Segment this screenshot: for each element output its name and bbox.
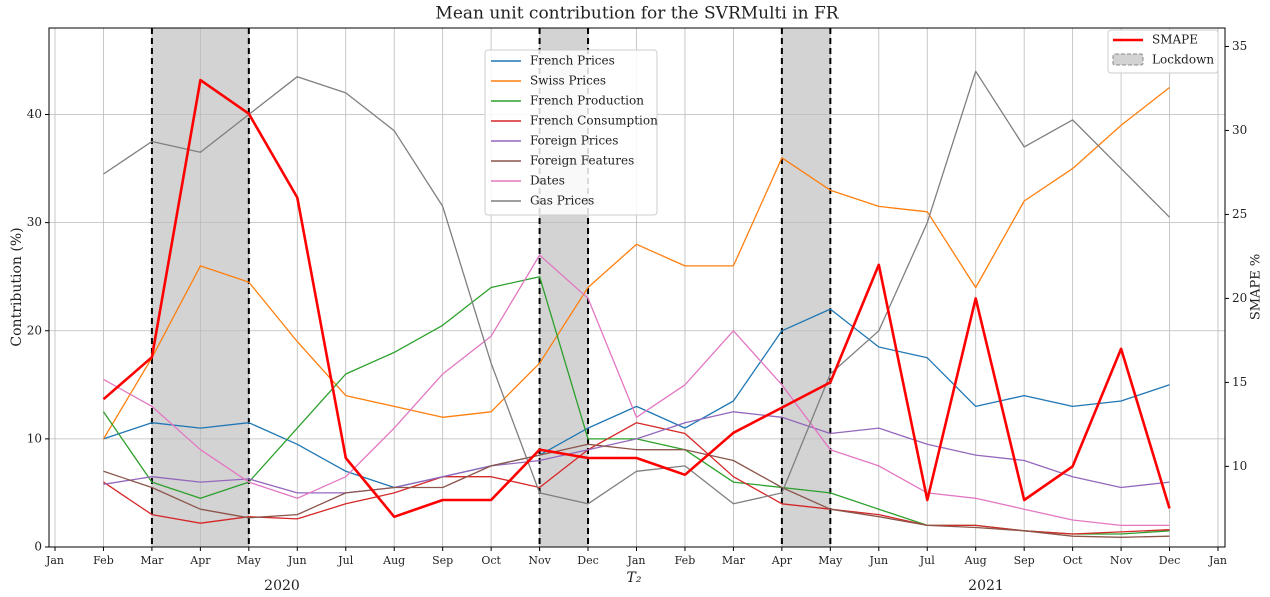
legend-label: SMAPE	[1152, 33, 1198, 47]
legend-label: Gas Prices	[530, 194, 594, 208]
legend-label: Swiss Prices	[530, 74, 606, 88]
legend-label: French Consumption	[530, 114, 658, 128]
x-tick-label: Jun	[868, 554, 888, 567]
y-tick-label: 40	[27, 107, 42, 121]
series-line	[102, 86, 1170, 440]
series-line	[103, 443, 1170, 538]
legend-label: Foreign Prices	[530, 134, 618, 148]
x-tick-label: Feb	[675, 554, 696, 567]
x-tick-label: Mar	[722, 554, 746, 567]
x-tick-label: Jan	[1208, 554, 1227, 567]
y2-axis-label: SMAPE %	[1249, 254, 1264, 320]
series-line	[103, 70, 1170, 505]
y2-tick-label: 15	[1232, 375, 1247, 389]
x-tick-label: Sep	[1014, 554, 1035, 567]
legend-label: Lockdown	[1152, 53, 1214, 67]
series-line	[103, 254, 1170, 527]
legend-label: French Production	[530, 94, 644, 108]
x-tick-label: Mar	[140, 554, 164, 567]
series-line	[103, 422, 1170, 535]
y-tick-label: 30	[27, 215, 42, 229]
x-axis-label: T₂	[627, 570, 642, 586]
y-tick-label: 20	[27, 323, 42, 337]
legend-swatch	[1112, 53, 1144, 66]
x-tick-label: Oct	[481, 554, 501, 567]
y-tick-label: 10	[27, 431, 42, 445]
year-label: 2020	[264, 578, 300, 594]
x-tick-label: Oct	[1063, 554, 1083, 567]
x-tick-label: Jul	[337, 554, 353, 567]
x-tick-label: Apr	[189, 554, 211, 567]
legend-box	[484, 49, 658, 216]
x-tick-label: Jan	[45, 554, 64, 567]
x-tick-label: Feb	[93, 554, 114, 567]
y2-tick-label: 25	[1232, 207, 1247, 221]
legend-label: French Prices	[530, 54, 615, 68]
y2-tick-label: 10	[1232, 459, 1247, 473]
chart-title: Mean unit contribution for the SVRMulti …	[435, 4, 839, 24]
x-tick-label: Dec	[577, 554, 599, 567]
y-tick-label: 0	[34, 540, 42, 554]
x-tick-label: Nov	[1110, 554, 1133, 567]
x-tick-label: Nov	[528, 554, 551, 567]
y-axis-label: Contribution (%)	[9, 227, 25, 346]
series-line	[103, 411, 1170, 494]
x-tick-label: May	[237, 554, 262, 567]
series-line	[103, 308, 1170, 489]
year-label: 2021	[968, 578, 1004, 594]
x-tick-label: Sep	[432, 554, 453, 567]
y2-tick-label: 20	[1232, 291, 1247, 305]
plot-frame	[48, 27, 1226, 548]
x-tick-label: Aug	[382, 554, 405, 567]
y2-tick-label: 30	[1232, 123, 1247, 137]
legend-label: Foreign Features	[530, 154, 634, 168]
x-tick-label: Jan	[626, 554, 645, 567]
x-tick-label: Dec	[1159, 554, 1181, 567]
legend-label: Dates	[530, 174, 565, 188]
y2-tick-label: 35	[1232, 39, 1247, 53]
series-line	[102, 78, 1171, 519]
x-tick-label: Aug	[964, 554, 987, 567]
lockdown-region	[781, 28, 831, 547]
x-tick-label: May	[818, 554, 843, 567]
x-tick-label: Jun	[287, 554, 307, 567]
x-tick-label: Apr	[771, 554, 793, 567]
x-tick-label: Jul	[919, 554, 935, 567]
